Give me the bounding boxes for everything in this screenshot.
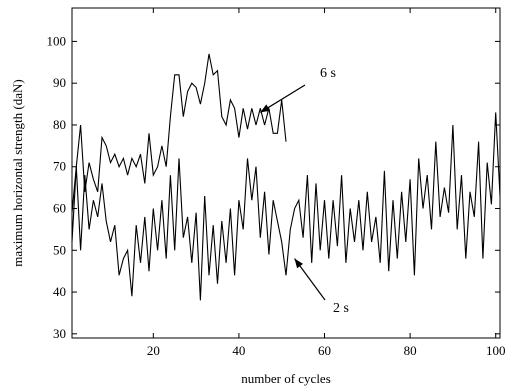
y-tick-label: 30 [53, 326, 66, 341]
series-line-1 [71, 53, 287, 213]
plot-frame [71, 7, 501, 339]
annotation-arrow-head [294, 258, 304, 269]
y-tick-label: 50 [53, 242, 66, 257]
annotation-arrow-head [260, 104, 271, 113]
x-tick-label: 100 [486, 343, 506, 358]
annotation-label: 6 s [320, 66, 336, 81]
y-axis-label: maximum horizontal strength (daN) [10, 79, 25, 266]
annotation-layer: 6 s 2 s [260, 66, 349, 316]
annotation-label: 2 s [333, 301, 349, 316]
x-tick-label: 40 [232, 343, 245, 358]
y-tick-label: 40 [53, 284, 66, 299]
x-axis-label: number of cycles [241, 371, 331, 386]
x-tick-label: 20 [147, 343, 160, 358]
plot-area [71, 7, 501, 339]
y-tick-label: 90 [53, 75, 66, 90]
ticks-layer: 20 40 60 80 100 30 40 50 60 70 80 90 100 [47, 8, 506, 358]
x-tick-label: 80 [404, 343, 417, 358]
series-line-2 [71, 112, 501, 301]
y-tick-label: 60 [53, 201, 66, 216]
y-tick-label: 80 [53, 117, 66, 132]
x-tick-label: 60 [318, 343, 331, 358]
y-tick-label: 100 [47, 33, 67, 48]
series-layer [71, 53, 501, 301]
y-tick-label: 70 [53, 159, 66, 174]
